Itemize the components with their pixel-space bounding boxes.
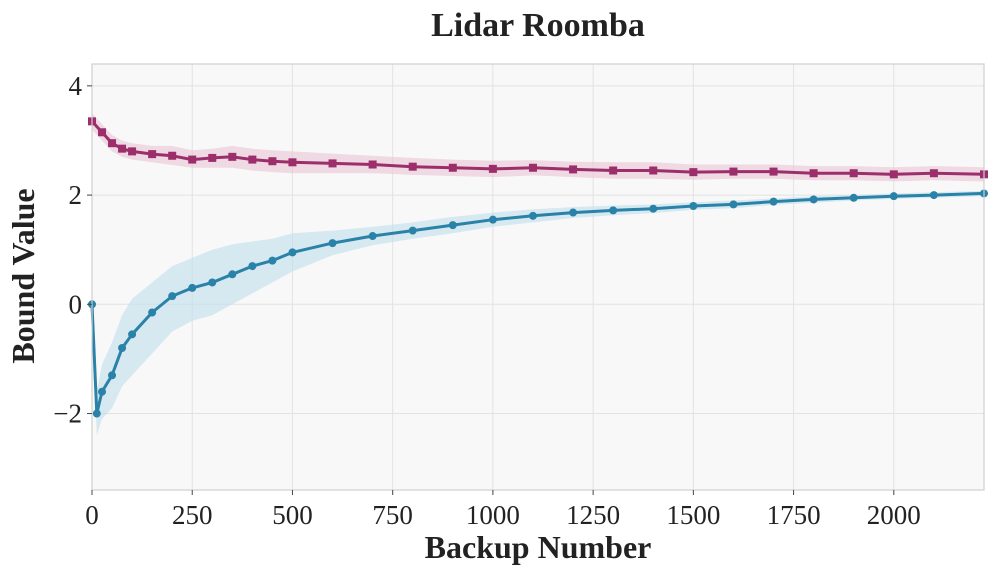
lower-data-point [328,239,337,248]
lower-data-point [228,270,237,279]
lower-confidence-band [92,190,984,436]
lower-data-point [408,226,417,235]
upper-data-point [368,160,377,169]
lower-data-point [118,344,127,352]
upper-data-point [488,164,497,173]
x-tick-label: 1750 [767,500,821,530]
y-tick-label: 0 [69,289,83,319]
upper-data-point [108,139,117,148]
x-tick-label: 250 [172,500,213,530]
upper-data-point [649,166,658,175]
lower-data-point [288,248,297,257]
lower-data-point [448,221,457,230]
lower-data-point [528,211,537,220]
upper-data-point [208,153,217,162]
y-tick-label: −2 [53,399,82,429]
chart-title: Lidar Roomba [431,7,645,44]
upper-data-point [729,167,738,176]
lower-data-point [769,197,778,206]
lower-data-point [108,371,117,380]
x-axis-ticks: 0 250 500 750 1000 1250 1500 1750 2000 [85,490,921,530]
x-tick-label: 750 [372,500,413,530]
x-axis-label: Backup Number [425,529,652,565]
y-tick-label: 2 [69,180,83,210]
upper-data-point [528,163,537,172]
upper-data-point [889,170,898,179]
x-tick-label: 1500 [666,500,720,530]
lower-data-point [569,208,578,217]
lower-data-point [368,232,377,241]
y-axis-ticks: −2 0 2 4 [53,71,92,429]
lower-data-point [168,292,177,301]
upper-data-point [128,147,137,156]
lower-data-point [609,206,618,215]
upper-data-point [168,151,177,160]
x-tick-label: 1250 [566,500,620,530]
upper-data-point [769,167,778,176]
upper-data-point [118,144,127,153]
lower-data-point [148,308,157,317]
upper-data-point [188,155,197,164]
upper-data-point [268,157,277,166]
x-tick-label: 2000 [867,500,921,530]
upper-data-point [569,165,578,174]
upper-data-point [849,169,858,178]
lower-data-point [128,330,137,339]
lower-data-point [809,195,818,204]
upper-data-point [929,169,938,178]
x-tick-label: 1000 [466,500,520,530]
upper-data-point [248,155,257,164]
lower-data-point [689,202,698,210]
upper-data-point [228,152,237,161]
lower-data-point [929,191,938,200]
lower-data-point [268,256,277,265]
upper-data-point [689,168,698,177]
lower-data-point [649,204,658,213]
lower-data-point [488,215,497,224]
upper-data-point [288,158,297,167]
series-markers [88,117,988,418]
lower-data-point [208,278,217,287]
lower-data-point [98,387,107,396]
x-tick-label: 500 [272,500,313,530]
upper-data-point [809,169,818,178]
y-tick-label: 4 [69,71,83,101]
upper-data-point [98,128,107,137]
lower-data-point [248,262,257,271]
plot-frame [91,63,985,491]
upper-data-point [448,163,457,172]
upper-data-point [609,166,618,175]
lower-data-point [729,200,738,209]
lower-data-point [889,192,898,201]
y-axis-label: Bound Value [5,188,41,363]
upper-data-point [408,162,417,171]
x-tick-label: 0 [85,500,99,530]
lower-data-point [188,283,197,292]
lower-data-point [92,409,101,418]
upper-data-point [328,159,337,168]
lower-data-point [849,193,858,202]
grid [91,64,984,490]
upper-data-point [148,150,157,159]
